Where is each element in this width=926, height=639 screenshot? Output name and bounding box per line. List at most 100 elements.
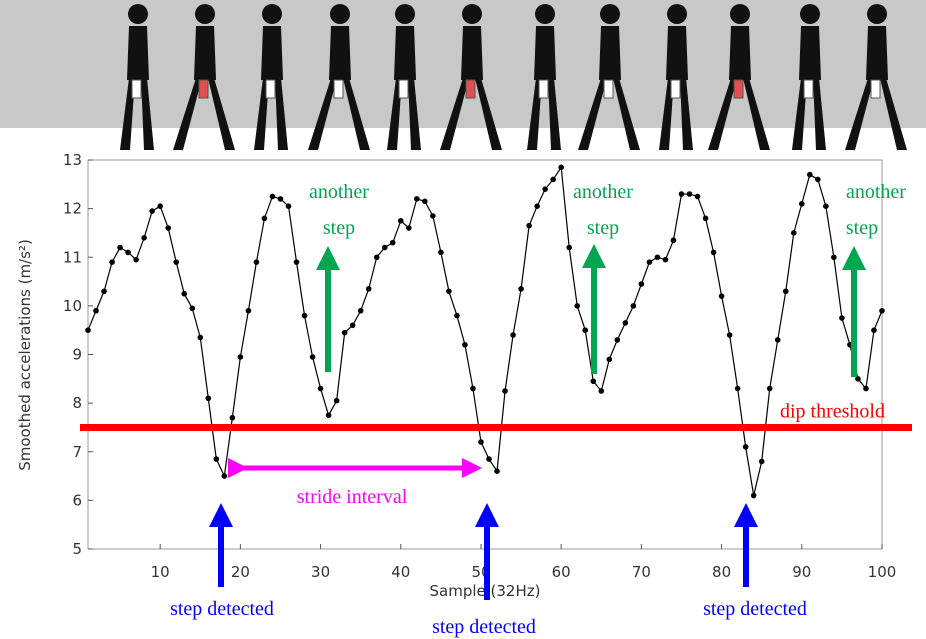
data-point (246, 308, 252, 314)
walker-body (799, 26, 821, 80)
x-tick-label: 10 (151, 563, 170, 581)
data-point (799, 201, 805, 207)
walker-head (667, 4, 687, 24)
data-point (494, 468, 500, 474)
y-tick-label: 11 (63, 248, 82, 266)
data-point (478, 439, 484, 445)
data-point (759, 459, 765, 465)
data-point (590, 378, 596, 384)
data-point (871, 327, 877, 333)
walker-head (330, 4, 350, 24)
data-point (639, 281, 645, 287)
walker-body (461, 26, 483, 80)
walker-body (534, 26, 556, 80)
data-point (671, 237, 677, 243)
data-point (735, 386, 741, 392)
data-point (839, 315, 845, 321)
phone (132, 80, 141, 98)
data-point (238, 354, 244, 360)
data-point (197, 335, 203, 341)
data-point (510, 332, 516, 338)
data-point (462, 342, 468, 348)
data-point (751, 493, 757, 499)
data-point (679, 191, 685, 197)
walker-body (329, 26, 351, 80)
walker-head (128, 4, 148, 24)
walker-body (729, 26, 751, 80)
data-point (703, 216, 709, 222)
phone (539, 80, 548, 98)
annotation: another (309, 181, 369, 203)
data-point (598, 388, 604, 394)
y-tick-label: 9 (72, 346, 82, 364)
threshold-label: dip threshold (780, 400, 885, 422)
walker-body (666, 26, 688, 80)
data-point (526, 223, 532, 229)
walker-head (730, 4, 750, 24)
walker-head (800, 4, 820, 24)
data-point (607, 357, 613, 363)
data-point (270, 194, 276, 200)
chart: Sample (32Hz) Smoothed accelerations (m/… (0, 0, 926, 639)
data-point (655, 254, 661, 260)
data-point (863, 386, 869, 392)
walker-body (194, 26, 216, 80)
data-point (133, 257, 139, 263)
walker-head (195, 4, 215, 24)
x-tick-label: 100 (868, 563, 897, 581)
data-point (342, 330, 348, 336)
annotation: step (587, 217, 619, 239)
data-point (582, 327, 588, 333)
walker-body (394, 26, 416, 80)
data-point (807, 172, 813, 178)
walker-body (599, 26, 621, 80)
data-point (534, 203, 540, 209)
annotation: step (846, 217, 878, 239)
data-point (286, 203, 292, 209)
data-point (326, 412, 332, 418)
annotation: step detected (703, 598, 807, 620)
data-point (695, 194, 701, 200)
data-point (542, 186, 548, 192)
data-point (566, 245, 572, 251)
walker-body (127, 26, 149, 80)
data-point (823, 203, 829, 209)
data-point (294, 259, 300, 265)
data-point (783, 288, 789, 294)
data-point (743, 444, 749, 450)
data-point (502, 388, 508, 394)
data-point (109, 259, 115, 265)
data-point (101, 288, 107, 294)
x-tick-label: 20 (231, 563, 250, 581)
data-point (390, 240, 396, 246)
data-point (815, 177, 821, 183)
annotation: another (573, 181, 633, 203)
data-point (687, 191, 693, 197)
phone (399, 80, 408, 98)
data-point (574, 303, 580, 309)
data-point (615, 337, 621, 343)
data-point (302, 313, 308, 319)
data-point (214, 456, 220, 462)
data-point (350, 323, 356, 329)
data-point (831, 254, 837, 260)
data-point (631, 303, 637, 309)
data-point (398, 218, 404, 224)
data-point (623, 320, 629, 326)
data-point (711, 250, 717, 256)
data-point (446, 288, 452, 294)
phone (466, 80, 475, 98)
data-point (310, 354, 316, 360)
annotation: step detected (432, 616, 536, 638)
data-point (181, 291, 187, 297)
data-point (230, 415, 236, 421)
y-tick-label: 5 (72, 540, 82, 558)
data-point (278, 196, 284, 202)
x-tick-label: 40 (391, 563, 410, 581)
data-point (222, 473, 228, 479)
data-point (93, 308, 99, 314)
x-tick-label: 30 (311, 563, 330, 581)
phone (604, 80, 613, 98)
data-point (254, 259, 260, 265)
